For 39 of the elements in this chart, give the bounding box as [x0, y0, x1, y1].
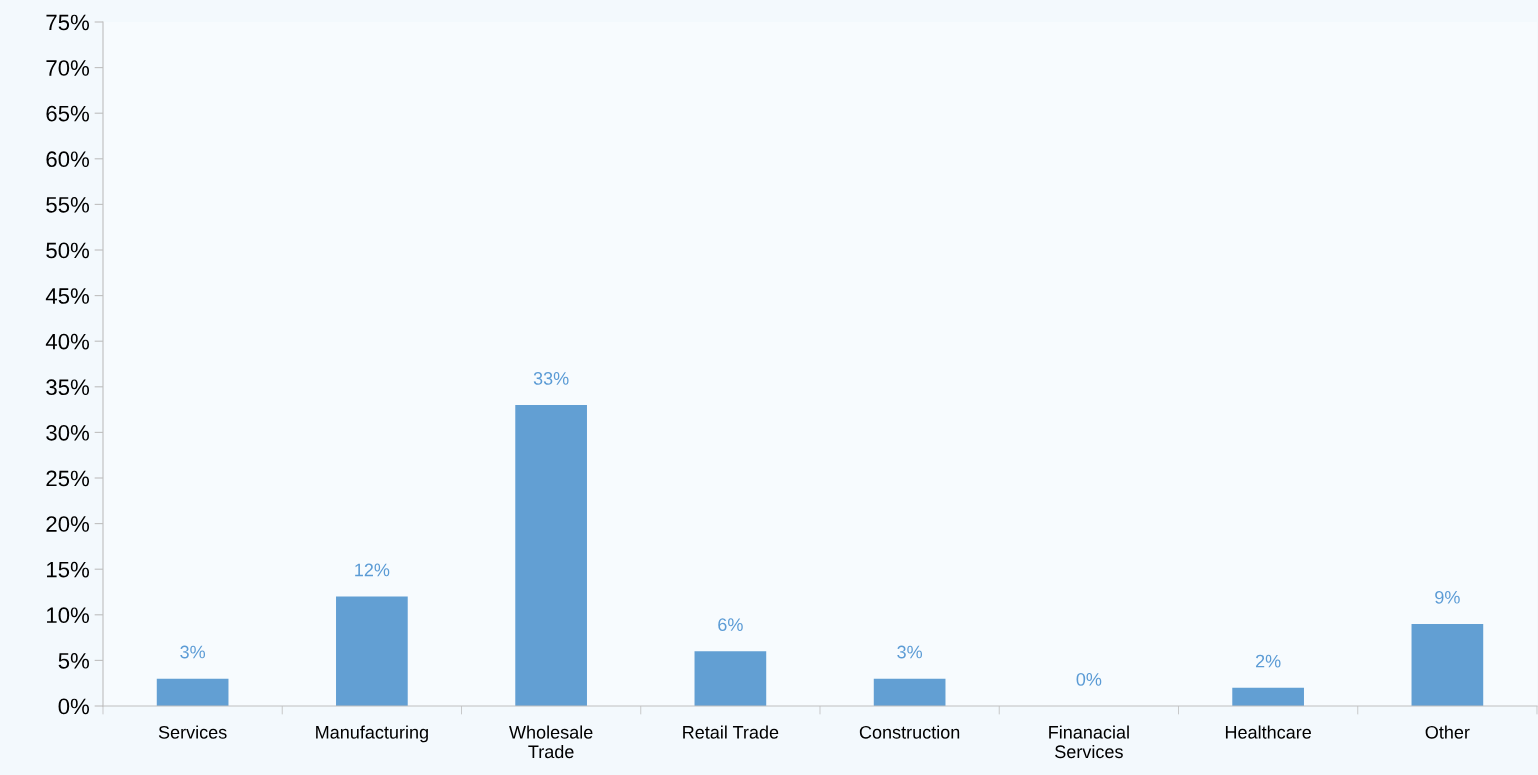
x-tick-label: Wholesale Trade [509, 725, 593, 759]
y-tick-label: 60% [46, 151, 90, 168]
y-tick-label: 40% [45, 333, 90, 350]
bar [1232, 687, 1304, 706]
y-tick-label: 55% [46, 197, 90, 213]
bar [1411, 623, 1484, 706]
y-tick-label: 15% [47, 561, 90, 578]
data-label: 2% [1255, 654, 1281, 668]
y-tick-label: 50% [46, 242, 90, 259]
x-tick-label: Finanacial Services [1049, 725, 1129, 759]
y-tick-label: 75% [46, 14, 90, 31]
x-tick-label: Construction [859, 725, 960, 739]
y-tick-label: 20% [46, 516, 90, 532]
y-tick-label: 30% [46, 424, 90, 441]
y-tick-label: 25% [46, 470, 90, 487]
y-tick-label: 65% [46, 105, 90, 122]
data-label: 9% [1435, 590, 1460, 604]
bar [515, 405, 587, 706]
y-tick-label: 70% [46, 60, 90, 76]
data-label: 12% [355, 563, 390, 577]
bar [873, 678, 946, 706]
y-tick-label: 0% [58, 698, 90, 715]
x-tick-label: Retail Trade [683, 725, 779, 739]
bar [694, 651, 767, 706]
data-label: 3% [897, 645, 923, 659]
y-tick-label: 45% [45, 288, 90, 304]
data-label: 3% [180, 645, 206, 659]
x-tick-label: Healthcare [1225, 725, 1311, 739]
data-label: 0% [1076, 672, 1102, 686]
x-tick-label: Manufacturing [316, 725, 428, 743]
data-label: 33% [533, 372, 569, 385]
y-tick-label: 10% [47, 607, 90, 624]
x-tick-label: Services [158, 725, 227, 739]
y-tick-label: 35% [46, 379, 90, 396]
y-tick-label: 5% [58, 653, 90, 669]
bar [336, 596, 408, 706]
data-label: 6% [718, 618, 743, 632]
bar [156, 678, 229, 706]
x-tick-label: Other [1425, 725, 1470, 739]
